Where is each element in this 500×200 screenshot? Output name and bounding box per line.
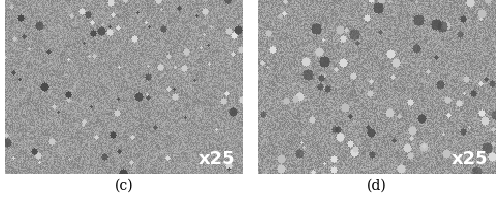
Text: (c): (c) xyxy=(114,178,133,192)
Text: x25: x25 xyxy=(199,149,235,167)
Text: x25: x25 xyxy=(451,149,488,167)
Text: (d): (d) xyxy=(366,178,386,192)
